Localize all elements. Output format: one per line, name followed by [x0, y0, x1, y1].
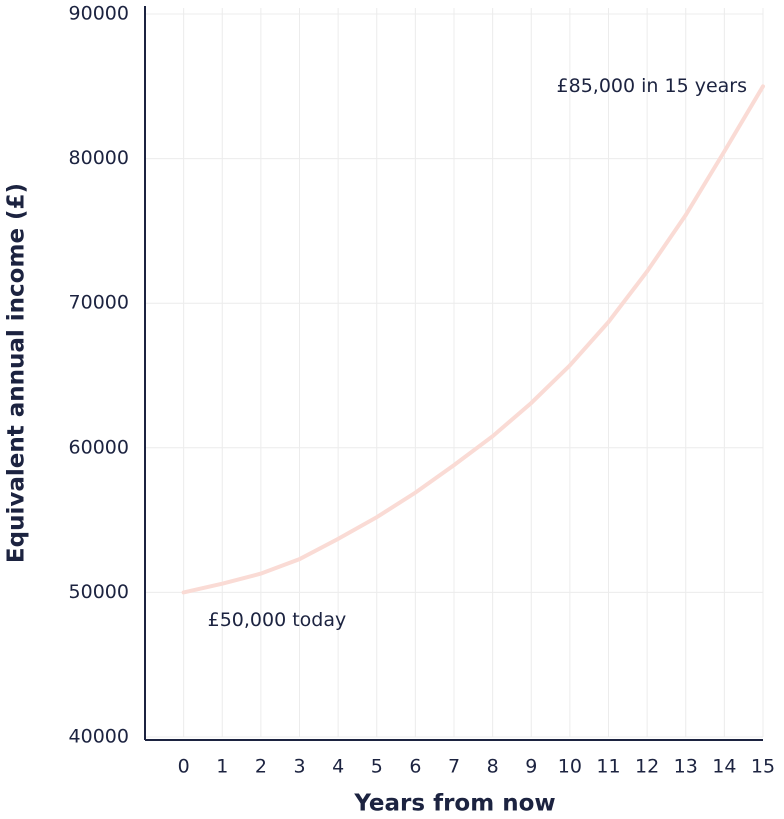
x-tick-label: 15 [751, 756, 775, 778]
line [181, 84, 765, 595]
x-tick-label: 1 [216, 756, 228, 778]
y-tick-label: 50000 [69, 581, 129, 603]
x-tick-label: 5 [371, 756, 383, 778]
x-tick-label: 10 [558, 756, 582, 778]
x-tick-label: 6 [409, 756, 421, 778]
x-tick-label: 11 [596, 756, 620, 778]
x-axis-title: Years from now [353, 791, 555, 817]
x-tick-label: 8 [487, 756, 499, 778]
annotation: £85,000 in 15 years [557, 75, 747, 97]
y-tick-label: 60000 [69, 436, 129, 458]
y-axis-title: Equivalent annual income (£) [4, 183, 30, 563]
x-tick-label: 3 [293, 756, 305, 778]
y-tick-label: 40000 [69, 726, 129, 748]
x-tick-label: 0 [178, 756, 190, 778]
x-tick-label: 2 [255, 756, 267, 778]
y-tick-label: 80000 [69, 147, 129, 169]
annotation: £50,000 today [208, 609, 347, 631]
x-tick-label: 7 [448, 756, 460, 778]
x-tick-label: 12 [635, 756, 659, 778]
x-tick-label: 4 [332, 756, 344, 778]
y-tick-label: 90000 [69, 3, 129, 25]
x-tick-label: 14 [712, 756, 736, 778]
y-tick-label: 70000 [69, 292, 129, 314]
x-tick-label: 13 [674, 756, 698, 778]
x-tick-label: 9 [525, 756, 537, 778]
